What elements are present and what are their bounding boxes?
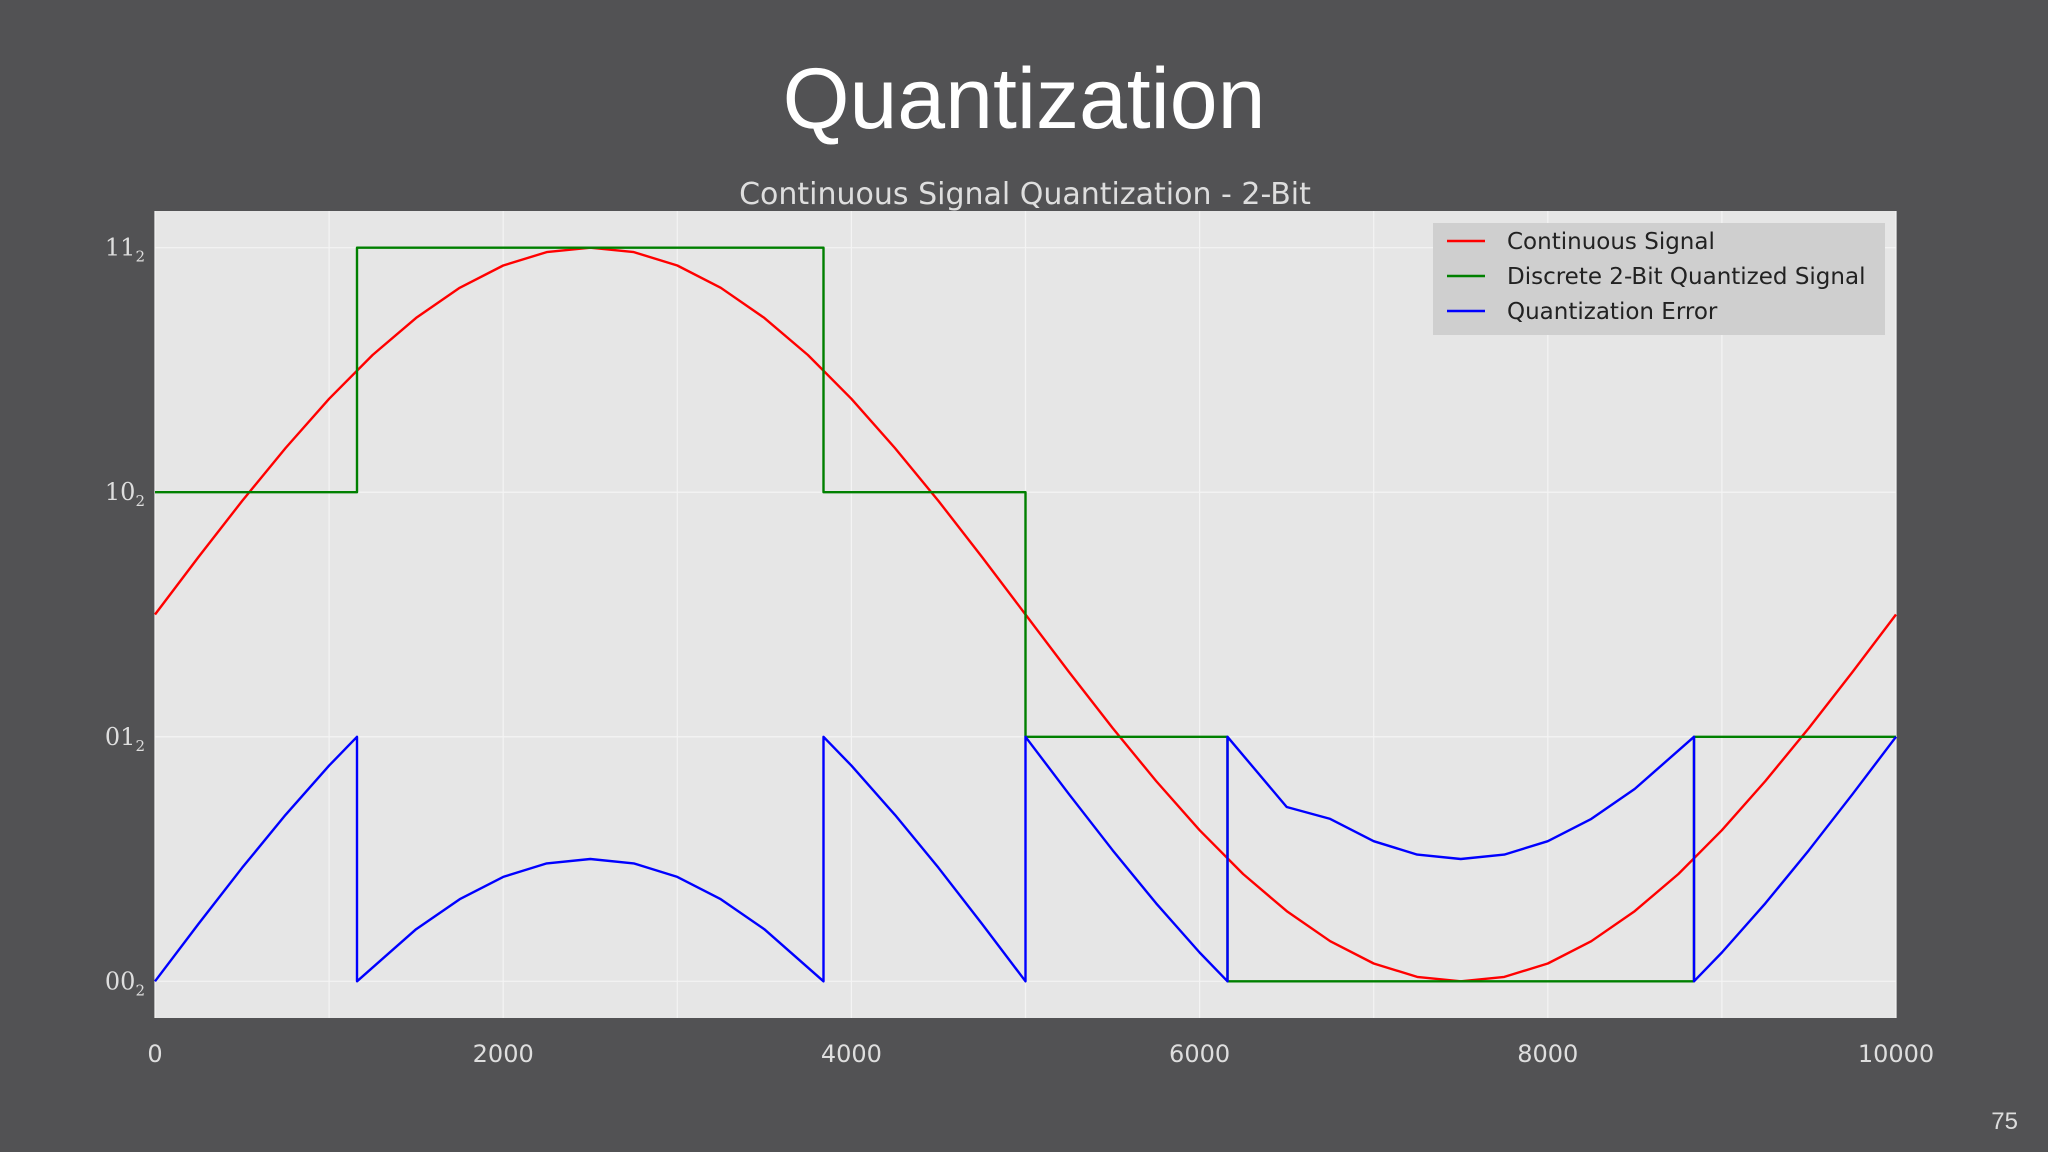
x-tick-label: 10000 (1858, 1040, 1934, 1068)
slide-title: Quantization (782, 51, 1266, 147)
x-tick-label: 0 (147, 1040, 162, 1068)
y-tick-label: 002 (105, 967, 145, 999)
slide-number: 75 (1991, 1108, 2018, 1135)
y-tick-label: 112 (105, 234, 145, 266)
series-layer (154, 246, 1897, 983)
x-tick-label: 4000 (821, 1040, 882, 1068)
chart-title: Continuous Signal Quantization - 2-Bit (739, 177, 1311, 212)
y-tick-label: 102 (105, 478, 145, 510)
legend: Continuous Signal Discrete 2-Bit Quantize… (1433, 223, 1885, 335)
legend-entry: Discrete 2-Bit Quantized Signal (1507, 264, 1865, 290)
x-axis: 0 2000 4000 6000 8000 10000 (147, 1040, 1934, 1068)
series-line-quantization-error (154, 735, 1897, 983)
x-tick-label: 6000 (1169, 1040, 1230, 1068)
legend-box (1433, 223, 1885, 335)
x-tick-label: 8000 (1517, 1040, 1578, 1068)
legend-entry: Continuous Signal (1507, 229, 1715, 255)
y-tick-label: 012 (105, 723, 145, 755)
x-tick-label: 2000 (473, 1040, 534, 1068)
y-axis: 002 012 102 112 (105, 234, 145, 1000)
legend-entry: Quantization Error (1507, 299, 1718, 325)
